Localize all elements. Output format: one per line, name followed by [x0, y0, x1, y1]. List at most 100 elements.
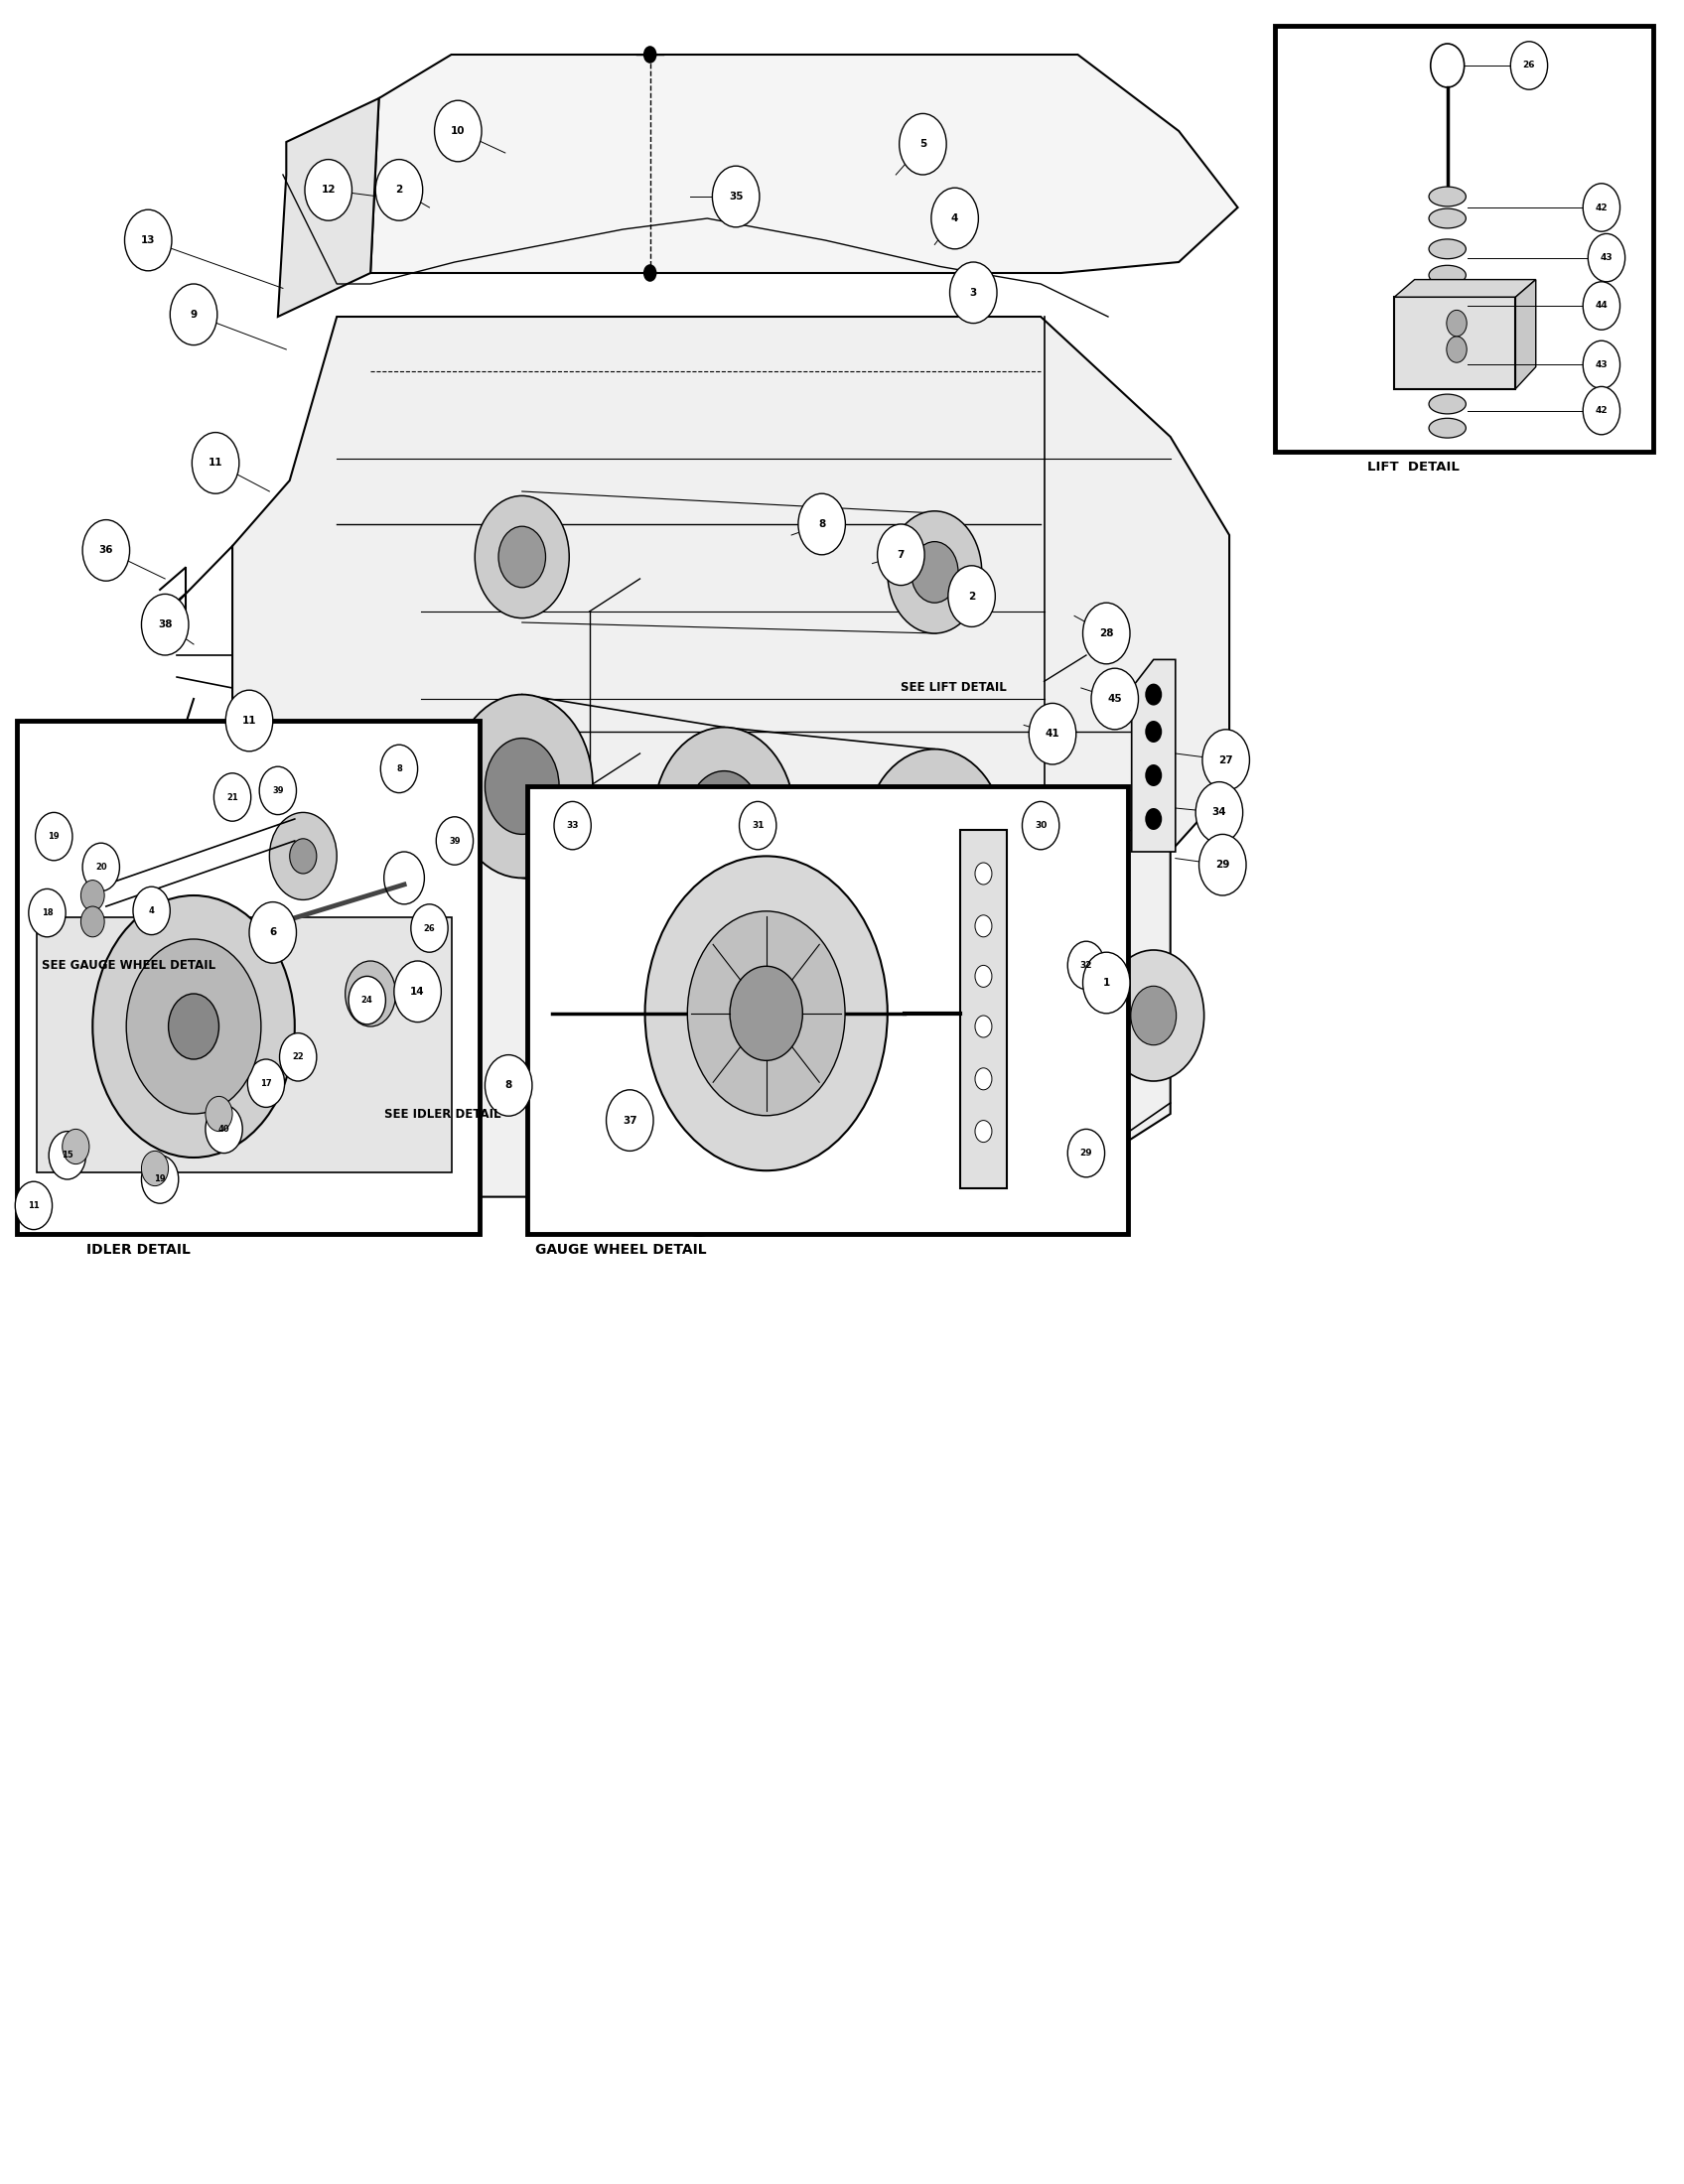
Polygon shape	[138, 764, 232, 1197]
Circle shape	[1583, 282, 1620, 330]
Circle shape	[298, 968, 392, 1090]
Circle shape	[1583, 341, 1620, 389]
Circle shape	[15, 1182, 52, 1230]
Circle shape	[93, 895, 295, 1158]
Circle shape	[899, 114, 946, 175]
Circle shape	[729, 965, 803, 1061]
Circle shape	[125, 210, 172, 271]
Ellipse shape	[1428, 207, 1465, 229]
Circle shape	[1083, 603, 1130, 664]
Polygon shape	[1132, 660, 1175, 852]
Circle shape	[598, 1092, 638, 1144]
Circle shape	[141, 1151, 168, 1186]
Text: 1: 1	[1103, 978, 1110, 987]
Circle shape	[975, 1016, 992, 1037]
Text: 11: 11	[242, 716, 256, 725]
Text: 14: 14	[411, 987, 424, 996]
Text: LIFT  DETAIL: LIFT DETAIL	[1367, 461, 1460, 474]
Circle shape	[975, 915, 992, 937]
Circle shape	[49, 1131, 86, 1179]
Text: 33: 33	[566, 821, 579, 830]
Polygon shape	[1394, 280, 1536, 297]
Circle shape	[1202, 729, 1250, 791]
Circle shape	[81, 880, 104, 911]
Ellipse shape	[1428, 417, 1465, 437]
Circle shape	[259, 767, 296, 815]
Polygon shape	[1516, 280, 1536, 389]
Circle shape	[877, 524, 925, 585]
Text: 9: 9	[190, 310, 197, 319]
FancyBboxPatch shape	[527, 786, 1128, 1234]
Ellipse shape	[1428, 264, 1465, 286]
Circle shape	[1068, 1129, 1105, 1177]
Polygon shape	[370, 55, 1238, 273]
Polygon shape	[232, 317, 1229, 1197]
Text: 26: 26	[1522, 61, 1536, 70]
Circle shape	[168, 994, 219, 1059]
Circle shape	[293, 987, 340, 1046]
Circle shape	[411, 904, 448, 952]
Text: 6: 6	[269, 928, 276, 937]
Text: 39: 39	[450, 836, 460, 845]
Circle shape	[975, 863, 992, 885]
Circle shape	[653, 727, 795, 911]
Circle shape	[141, 594, 189, 655]
Circle shape	[485, 1055, 532, 1116]
Circle shape	[1511, 41, 1548, 90]
Text: 44: 44	[1595, 301, 1608, 310]
Circle shape	[645, 856, 887, 1171]
Circle shape	[141, 1155, 179, 1203]
Text: 28: 28	[1100, 629, 1113, 638]
Text: 2: 2	[968, 592, 975, 601]
Text: SEE GAUGE WHEEL DETAIL: SEE GAUGE WHEEL DETAIL	[42, 959, 216, 972]
Circle shape	[451, 695, 593, 878]
FancyBboxPatch shape	[0, 1267, 1684, 2184]
Circle shape	[911, 542, 958, 603]
Circle shape	[323, 1000, 367, 1057]
Circle shape	[1447, 310, 1467, 336]
Circle shape	[498, 526, 546, 587]
Circle shape	[290, 839, 317, 874]
Circle shape	[266, 950, 367, 1081]
Text: 2: 2	[396, 186, 402, 194]
Circle shape	[712, 166, 759, 227]
Circle shape	[205, 1096, 232, 1131]
Circle shape	[887, 511, 982, 633]
Text: 29: 29	[1216, 860, 1229, 869]
Text: 42: 42	[1595, 203, 1608, 212]
Text: 42: 42	[1595, 406, 1608, 415]
Circle shape	[1583, 183, 1620, 232]
Text: 40: 40	[219, 1125, 229, 1133]
Ellipse shape	[1428, 186, 1465, 207]
Text: 18: 18	[42, 909, 52, 917]
Circle shape	[170, 284, 217, 345]
Circle shape	[1145, 764, 1162, 786]
Circle shape	[205, 1105, 242, 1153]
Text: 11: 11	[29, 1201, 39, 1210]
Circle shape	[1022, 802, 1059, 850]
Circle shape	[248, 1059, 285, 1107]
Text: 36: 36	[99, 546, 113, 555]
Circle shape	[126, 939, 261, 1114]
Circle shape	[898, 793, 972, 889]
Circle shape	[1091, 668, 1138, 729]
Circle shape	[1199, 834, 1246, 895]
Text: 22: 22	[293, 1053, 303, 1061]
FancyBboxPatch shape	[1275, 26, 1654, 452]
Circle shape	[1103, 950, 1204, 1081]
Circle shape	[434, 100, 482, 162]
Text: 19: 19	[155, 1175, 165, 1184]
Circle shape	[280, 1033, 317, 1081]
Ellipse shape	[1428, 238, 1465, 260]
Text: SEE IDLER DETAIL: SEE IDLER DETAIL	[384, 1107, 500, 1120]
Circle shape	[1083, 952, 1130, 1013]
Circle shape	[345, 961, 396, 1026]
Ellipse shape	[1428, 395, 1465, 415]
Text: 32: 32	[1079, 961, 1093, 970]
Text: 4: 4	[148, 906, 155, 915]
Text: 7: 7	[898, 550, 904, 559]
Circle shape	[1029, 703, 1076, 764]
Text: 11: 11	[209, 459, 222, 467]
Circle shape	[485, 738, 559, 834]
Circle shape	[1145, 808, 1162, 830]
